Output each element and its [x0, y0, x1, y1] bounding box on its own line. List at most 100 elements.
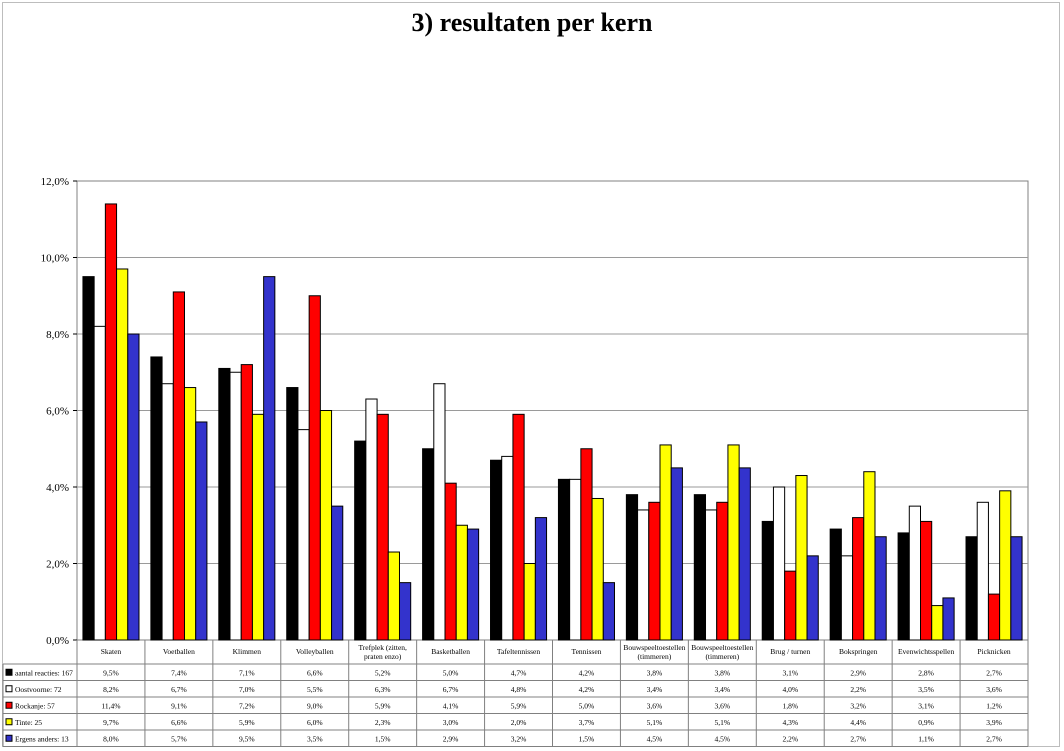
bar: [908, 505, 921, 641]
legend-key: [5, 718, 13, 726]
bar: [127, 333, 140, 641]
bar: [512, 413, 525, 641]
category-label: Bokspringen: [839, 647, 878, 656]
bar: [466, 528, 480, 641]
data-label: 6,0%: [307, 718, 323, 727]
data-label: 2,3%: [375, 718, 391, 727]
series-name: Oostvoorne: 72: [15, 685, 62, 694]
data-label: 3,8%: [715, 668, 731, 677]
bar: [150, 356, 163, 641]
bar: [161, 383, 174, 641]
bar: [195, 421, 208, 641]
data-label: 1,1%: [918, 734, 934, 743]
bar: [976, 501, 989, 641]
data-label: 2,9%: [443, 734, 459, 743]
bar: [602, 582, 615, 641]
data-label: 5,9%: [239, 718, 255, 727]
bar: [784, 570, 797, 641]
data-label: 2,7%: [986, 668, 1002, 677]
legend-key: [5, 734, 13, 742]
bar: [501, 455, 514, 641]
data-label: 9,7%: [103, 718, 119, 727]
data-label: 6,6%: [307, 668, 323, 677]
data-label: 5,7%: [171, 734, 187, 743]
data-label: 2,9%: [850, 668, 866, 677]
bar: [116, 268, 129, 641]
category-label: (timmeren): [638, 652, 672, 661]
data-label: 3,2%: [850, 701, 866, 710]
bar: [772, 486, 786, 641]
bar: [863, 471, 876, 641]
bar: [286, 387, 299, 641]
data-label: 1,5%: [579, 734, 595, 743]
data-label: 4,0%: [782, 685, 798, 694]
bar: [398, 582, 412, 641]
data-label: 3,2%: [511, 734, 527, 743]
data-label: 5,9%: [375, 701, 391, 710]
bar: [852, 517, 865, 641]
bar: [444, 482, 457, 641]
data-label: 3,7%: [579, 718, 595, 727]
data-label: 5,9%: [511, 701, 527, 710]
category-label: Evenwichtsspellen: [898, 647, 954, 656]
data-label: 3,1%: [782, 668, 798, 677]
data-label: 2,7%: [850, 734, 866, 743]
y-tick-label: 10,0%: [41, 253, 69, 265]
bar: [490, 459, 503, 641]
bar: [920, 520, 933, 641]
data-label: 6,7%: [171, 685, 187, 694]
bar: [727, 444, 740, 641]
data-label: 4,1%: [443, 701, 459, 710]
data-label: 3,8%: [647, 668, 663, 677]
bar: [648, 501, 661, 641]
chart-title: 3) resultaten per kern: [411, 8, 653, 37]
bar: [82, 276, 95, 641]
bar: [874, 536, 887, 641]
legend-key: [5, 668, 13, 676]
data-label: 4,3%: [782, 718, 798, 727]
data-label: 5,5%: [307, 685, 323, 694]
series-name: aantal reacties: 167: [15, 668, 73, 677]
bar: [104, 203, 118, 641]
data-label: 3,0%: [443, 718, 459, 727]
bar: [229, 371, 242, 641]
category-label: Tafeltennissen: [497, 647, 540, 656]
bar: [965, 536, 978, 641]
data-label: 6,7%: [443, 685, 459, 694]
bar: [331, 505, 344, 641]
data-label: 4,2%: [579, 668, 595, 677]
data-label: 9,1%: [171, 701, 187, 710]
bar: [829, 528, 842, 641]
category-label: Tennissen: [572, 647, 602, 656]
bar: [580, 448, 593, 641]
bar: [184, 387, 197, 641]
y-tick-label: 12,0%: [41, 176, 69, 188]
category-label: Bouwspeeltoestellen: [623, 643, 685, 652]
category-label: Basketballen: [431, 647, 470, 656]
bar: [942, 597, 955, 641]
data-label: 3,1%: [918, 701, 934, 710]
bar: [569, 478, 582, 641]
bar: [422, 448, 435, 641]
data-label: 8,2%: [103, 685, 119, 694]
category-label: (timmeren): [705, 652, 739, 661]
bar: [738, 467, 751, 641]
legend-key: [5, 685, 13, 693]
data-label: 3,5%: [918, 685, 934, 694]
data-label: 3,5%: [307, 734, 323, 743]
data-label: 2,8%: [918, 668, 934, 677]
category-label: Picknicken: [977, 647, 1011, 656]
data-label: 6,6%: [171, 718, 187, 727]
data-label: 0,9%: [918, 718, 934, 727]
category-label: Trefplek (zitten,: [358, 643, 407, 652]
bar: [297, 429, 310, 641]
bar: [534, 517, 548, 641]
data-label: 5,0%: [579, 701, 595, 710]
bar: [387, 551, 400, 641]
bar: [1010, 536, 1023, 641]
data-label: 3,9%: [986, 718, 1002, 727]
bar: [308, 295, 321, 641]
data-label: 7,4%: [171, 668, 187, 677]
category-label: Volleyballen: [296, 647, 334, 656]
data-label: 3,6%: [647, 701, 663, 710]
